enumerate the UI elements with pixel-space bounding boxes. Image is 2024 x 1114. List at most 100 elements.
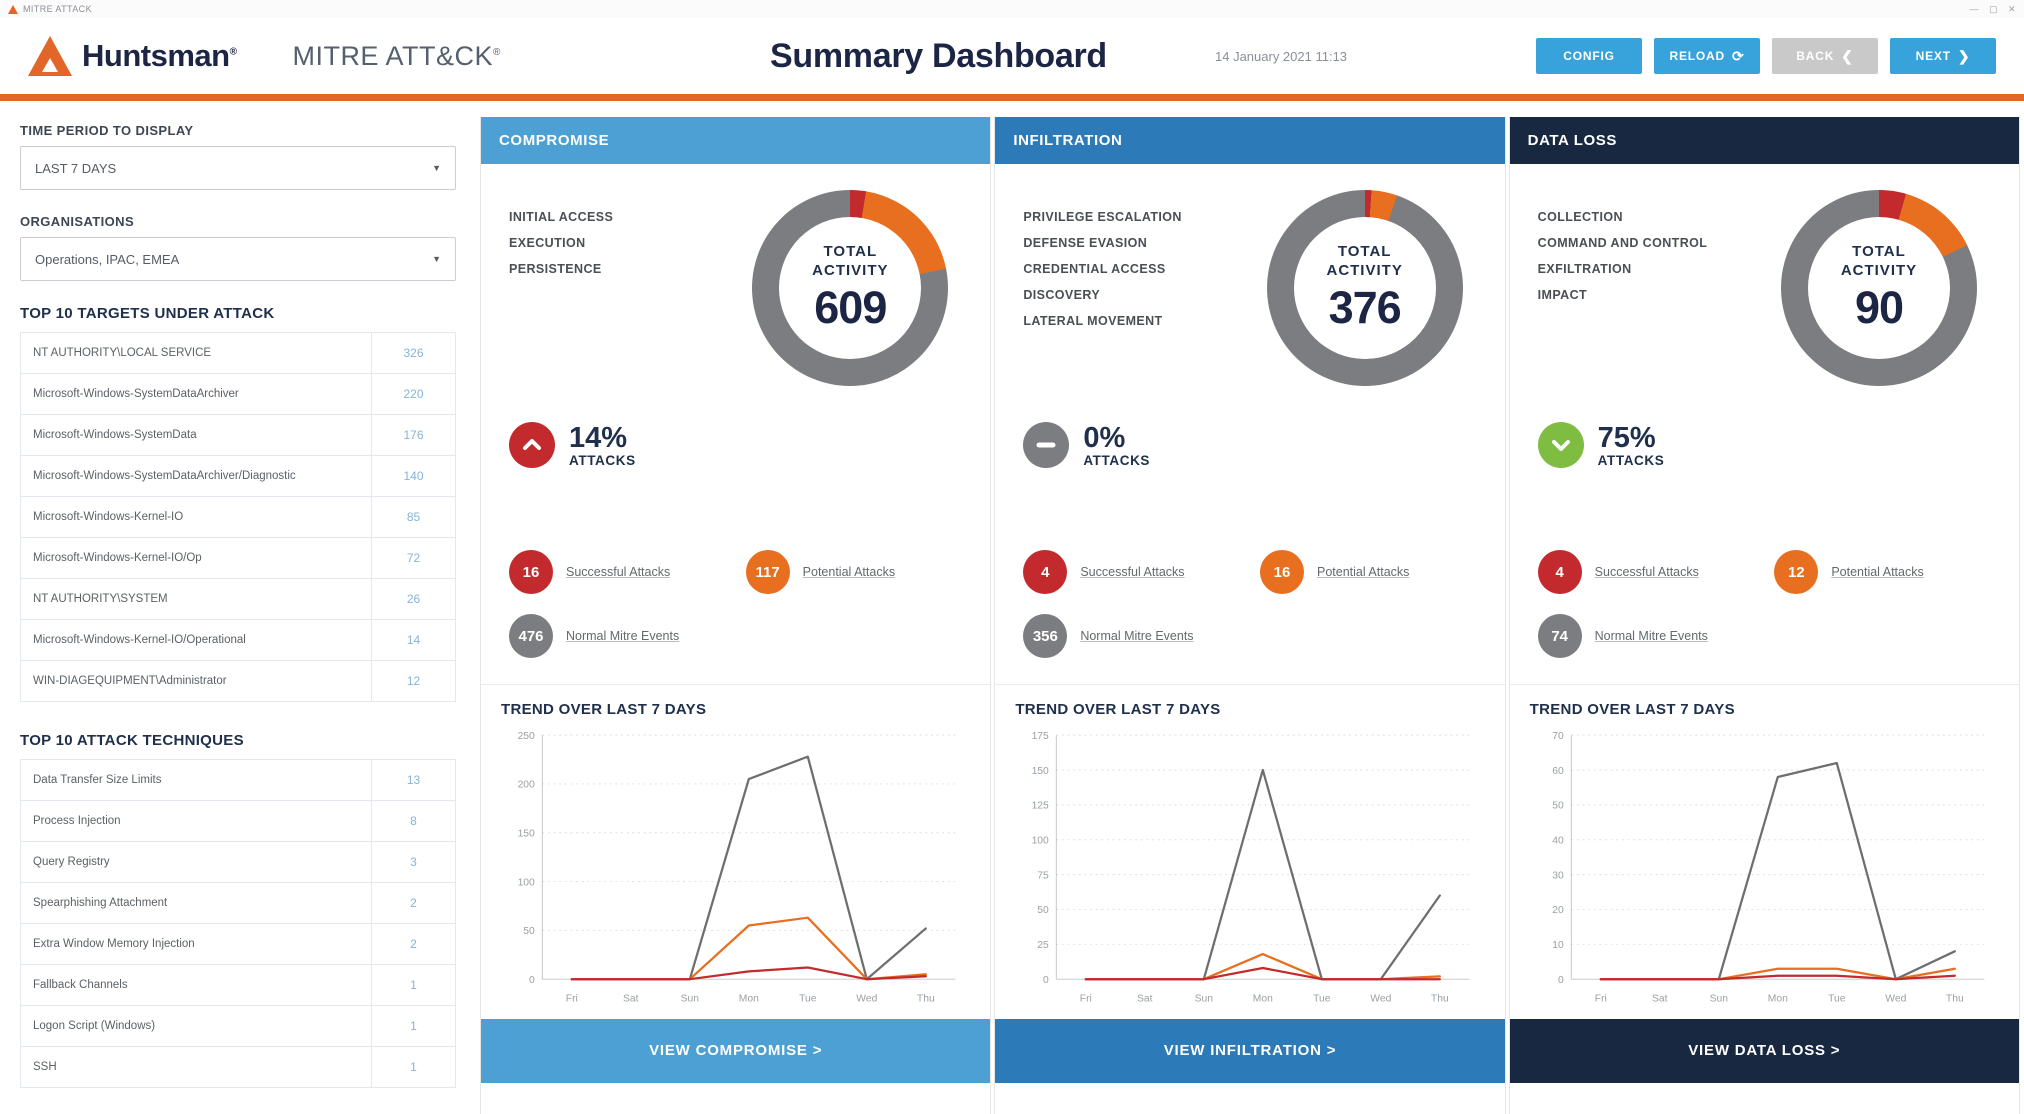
row-name: Logon Script (Windows) — [33, 1020, 156, 1032]
row-count-link[interactable]: 2 — [371, 883, 455, 923]
row-name: Microsoft-Windows-Kernel-IO/Operational — [33, 634, 246, 646]
row-count-link[interactable]: 14 — [371, 620, 455, 660]
tactic-label: LATERAL MOVEMENT — [1023, 314, 1163, 328]
row-count-link[interactable]: 220 — [371, 374, 455, 414]
svg-text:Sun: Sun — [1709, 994, 1728, 1005]
infiltration-header: INFILTRATION — [995, 117, 1505, 164]
trend-chart-title: TREND OVER LAST 7 DAYS — [1015, 701, 1221, 718]
donut-label: ACTIVITY — [1840, 262, 1918, 279]
row-name: Query Registry — [33, 856, 110, 868]
svg-text:Thu: Thu — [1946, 994, 1964, 1005]
trend-chart: 0 10 20 30 40 50 60 70 Fri Sat Sun Mon Tue Wed Thu — [1552, 731, 1984, 1005]
tactic-label: INITIAL ACCESS — [509, 210, 614, 224]
normal-events-link[interactable]: Normal Mitre Events — [1080, 629, 1194, 643]
potential-attacks-stat: 12 Potential Attacks — [1774, 550, 2011, 594]
chevron-down-icon: ▼ — [432, 254, 441, 264]
row-count-link[interactable]: 26 — [371, 579, 455, 619]
normal-events-link[interactable]: Normal Mitre Events — [1594, 629, 1708, 643]
compromise-header: COMPROMISE — [481, 117, 991, 164]
row-name: Fallback Channels — [33, 979, 128, 991]
svg-text:70: 70 — [1552, 731, 1564, 742]
svg-text:Sat: Sat — [1137, 994, 1153, 1005]
svg-text:Mon: Mon — [739, 994, 759, 1005]
attack-trend-pct: 0% — [1083, 421, 1126, 454]
svg-text:50: 50 — [523, 926, 535, 937]
row-count-link[interactable]: 12 — [371, 661, 455, 701]
row-name: Microsoft-Windows-Kernel-IO — [33, 511, 184, 523]
potential-attacks-link[interactable]: Potential Attacks — [1316, 565, 1410, 579]
view-data-loss-button[interactable]: VIEW DATA LOSS > — [1509, 1018, 2019, 1083]
successful-attacks-link[interactable]: Successful Attacks — [1594, 565, 1699, 579]
svg-text:20: 20 — [1552, 905, 1564, 916]
table-row: Microsoft-Windows-SystemData 176 — [21, 415, 455, 456]
donut-label: TOTAL — [823, 243, 878, 260]
huntsman-triangle-icon — [28, 36, 72, 76]
table-row: SSH 1 — [21, 1047, 455, 1088]
maximize-button[interactable]: ▢ — [1989, 3, 1999, 14]
back-button[interactable]: BACK ❮ — [1772, 38, 1878, 74]
row-name: Spearphishing Attachment — [33, 897, 168, 909]
tactic-list: PRIVILEGE ESCALATION DEFENSE EVASION CREDE… — [1023, 204, 1181, 334]
trend-section: TREND OVER LAST 7 DAYS 0 25 50 75 100 125 150 1… — [995, 684, 1505, 1019]
tactic-label: PERSISTENCE — [509, 262, 602, 276]
row-count-link[interactable]: 13 — [371, 760, 455, 800]
row-count-link[interactable]: 8 — [371, 801, 455, 841]
view-infiltration-button[interactable]: VIEW INFILTRATION > — [995, 1018, 1505, 1083]
successful-attacks-link[interactable]: Successful Attacks — [1080, 565, 1185, 579]
row-count-link[interactable]: 2 — [371, 924, 455, 964]
time-period-select[interactable]: LAST 7 DAYS ▼ — [20, 146, 456, 190]
row-count-link[interactable]: 326 — [371, 333, 455, 373]
reload-button[interactable]: RELOAD ⟳ — [1654, 38, 1760, 74]
successful-attacks-link[interactable]: Successful Attacks — [566, 565, 671, 579]
row-count-link[interactable]: 1 — [371, 1006, 455, 1046]
chevron-right-icon: ❯ — [1957, 47, 1971, 64]
next-button[interactable]: NEXT ❯ — [1890, 38, 1996, 74]
attack-trend-indicator: 14% ATTACKS — [509, 422, 636, 468]
table-row: Microsoft-Windows-SystemDataArchiver 220 — [21, 374, 455, 415]
row-name: Microsoft-Windows-SystemDataArchiver — [33, 388, 239, 400]
top-techniques-table: Data Transfer Size Limits 13 Process Injec… — [20, 759, 456, 1088]
table-row: Query Registry 3 — [21, 842, 455, 883]
svg-text:0: 0 — [1043, 975, 1049, 986]
table-row: Data Transfer Size Limits 13 — [21, 760, 455, 801]
column-title: COMPROMISE — [499, 132, 610, 149]
organisations-select[interactable]: Operations, IPAC, EMEA ▼ — [20, 237, 456, 281]
tactic-label: DEFENSE EVASION — [1023, 236, 1148, 250]
tactic-label: COLLECTION — [1537, 210, 1623, 224]
total-activity-value: 90 — [1854, 282, 1904, 333]
attack-trend-label: ATTACKS — [569, 452, 636, 468]
svg-text:30: 30 — [1552, 870, 1564, 881]
row-count-link[interactable]: 140 — [371, 456, 455, 496]
row-name: Microsoft-Windows-Kernel-IO/Op — [33, 552, 202, 564]
potential-attacks-link[interactable]: Potential Attacks — [1831, 565, 1924, 579]
attack-trend-pct: 14% — [569, 421, 628, 454]
row-count-link[interactable]: 72 — [371, 538, 455, 578]
donut-label: TOTAL — [1337, 243, 1392, 260]
potential-attacks-badge: 12 — [1774, 550, 1819, 594]
svg-text:150: 150 — [518, 829, 535, 840]
successful-attacks-stat: 4 Successful Attacks — [1537, 550, 1775, 594]
row-count-link[interactable]: 1 — [371, 965, 455, 1005]
donut-label: ACTIVITY — [1326, 262, 1403, 279]
view-compromise-button[interactable]: VIEW COMPROMISE > — [481, 1018, 991, 1083]
time-period-label: TIME PERIOD TO DISPLAY — [20, 123, 194, 138]
dashboard-columns: COMPROMISE INITIAL ACCESS EXECUTION PERSIS… — [480, 117, 2020, 1114]
tactic-label: IMPACT — [1537, 288, 1588, 302]
normal-events-link[interactable]: Normal Mitre Events — [566, 629, 680, 643]
row-count-link[interactable]: 1 — [371, 1047, 455, 1087]
row-count-link[interactable]: 3 — [371, 842, 455, 882]
window-title: MITRE ATTACK — [23, 4, 92, 14]
attack-trend-label: ATTACKS — [1597, 452, 1665, 468]
svg-text:Fri: Fri — [566, 994, 578, 1005]
close-button[interactable]: ✕ — [2008, 3, 2016, 14]
config-button[interactable]: CONFIG — [1536, 38, 1642, 74]
total-activity-donut: TOTAL ACTIVITY 90 — [1780, 190, 1977, 386]
row-count-link[interactable]: 176 — [371, 415, 455, 455]
svg-text:Fri: Fri — [1080, 994, 1092, 1005]
potential-attacks-link[interactable]: Potential Attacks — [802, 565, 896, 579]
minimize-button[interactable]: — — [1969, 3, 1980, 14]
tactic-label: PRIVILEGE ESCALATION — [1023, 210, 1182, 224]
data-loss-column: DATA LOSS COLLECTION COMMAND AND CONTROL E… — [1508, 117, 2020, 1114]
svg-text:200: 200 — [518, 780, 535, 791]
row-count-link[interactable]: 85 — [371, 497, 455, 537]
